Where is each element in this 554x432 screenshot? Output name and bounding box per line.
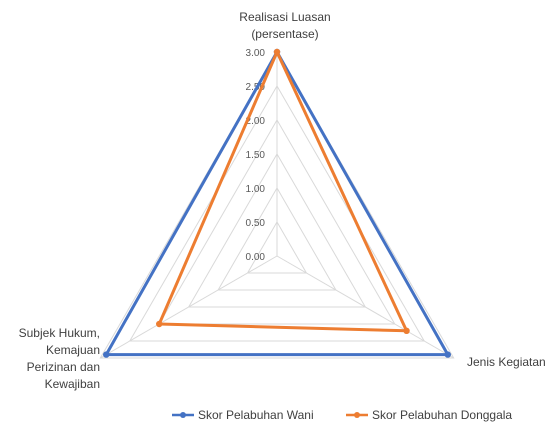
grid-ring	[99, 51, 455, 359]
axis-title-line: (persentase)	[251, 27, 318, 41]
grid-ring	[246, 220, 308, 274]
legend-label: Skor Pelabuhan Wani	[198, 408, 314, 422]
axis-title: Realisasi Luasan (persentase)	[239, 10, 330, 41]
grid-ring	[187, 153, 367, 308]
data-point	[403, 327, 410, 334]
grid-ring	[217, 187, 337, 291]
grid-ring	[158, 118, 396, 325]
tick-label: 0.00	[246, 252, 266, 263]
radar-series	[103, 48, 451, 358]
axis-title-line: Subjek Hukum,	[19, 326, 100, 340]
chart-legend: Skor Pelabuhan Wani Skor Pelabuhan Dongga…	[172, 408, 512, 422]
tick-label: 1.50	[246, 150, 266, 161]
radar-spokes	[100, 52, 454, 359]
axis-title-line: Perizinan dan	[27, 360, 100, 374]
legend-swatch-marker	[354, 412, 360, 418]
axis-spoke	[100, 255, 278, 359]
series-line	[104, 50, 450, 357]
tick-label: 0.50	[246, 218, 266, 229]
axis-title: Subjek Hukum, Kemajuan Perizinan dan Kewaji…	[19, 326, 100, 391]
axis-title: Jenis Kegiatan	[467, 355, 546, 369]
tick-label: 3.00	[246, 48, 266, 59]
axis-title-line: Kewajiban	[45, 377, 100, 391]
data-point	[444, 351, 451, 358]
legend-swatch-marker	[180, 412, 186, 418]
axis-title-line: Kemajuan	[46, 343, 100, 357]
data-point	[103, 351, 110, 358]
data-point	[273, 48, 281, 56]
legend-label: Skor Pelabuhan Donggala	[372, 408, 512, 422]
tick-label: 1.00	[246, 184, 266, 195]
radar-axis-titles: Realisasi Luasan (persentase) Jenis Kegiat…	[19, 10, 546, 391]
data-point	[156, 320, 163, 328]
tick-label: 2.00	[246, 116, 266, 127]
axis-title-line: Realisasi Luasan	[239, 10, 330, 24]
series-line	[157, 50, 409, 333]
axis-spoke	[276, 255, 454, 359]
axis-title-line: Jenis Kegiatan	[467, 355, 546, 369]
